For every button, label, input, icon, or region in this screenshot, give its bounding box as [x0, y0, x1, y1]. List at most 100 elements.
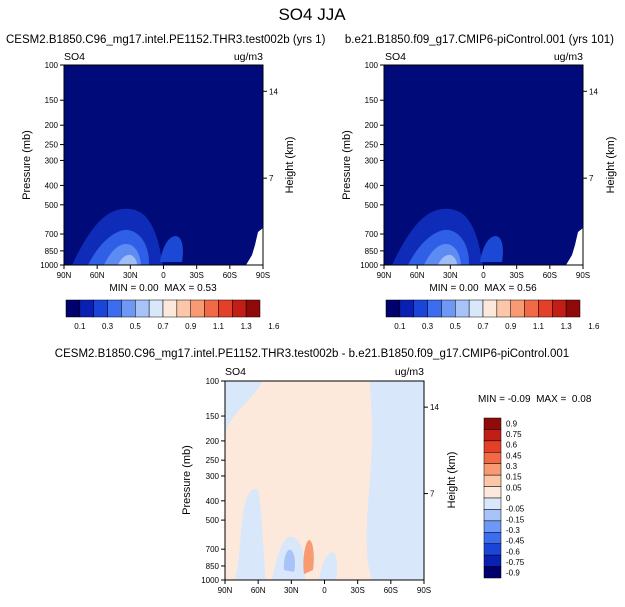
panel-2-xtick-label: 30S — [510, 271, 524, 280]
panel-3-colorbar-box — [483, 520, 502, 533]
panel-3-negative-region-2 — [366, 381, 424, 580]
panel-2-plot — [383, 64, 584, 266]
panel-1-contour-5 — [118, 254, 137, 265]
panel-1-colorbar-box — [190, 299, 205, 318]
panel-3-colorbar-label: -0.6 — [506, 547, 520, 556]
panel-2-xtick-label: 90S — [576, 271, 590, 280]
panel-1-missing-data — [246, 228, 263, 265]
panel-2-colorbar-label: 0.7 — [477, 322, 489, 331]
panel-1-colorbar-box — [162, 299, 178, 318]
panel-2-colorbar-box — [399, 299, 414, 318]
panel-3-negative-core — [283, 549, 295, 572]
panel-3-colorbar-label: 0.05 — [506, 483, 522, 492]
panel-3-colorbar-box — [483, 486, 502, 499]
panel-2-ytick-label: 850 — [365, 247, 379, 256]
panel-3-ytick-label: 100 — [206, 377, 220, 386]
panel-2-colorbar-box — [482, 299, 498, 318]
panel-1-x-axis: 90N 60N 30N 0 30S 60S 90S — [57, 265, 270, 280]
panel-3-colorbar-label: -0.3 — [506, 526, 520, 535]
panel-1-xtick-label: 90S — [256, 271, 270, 280]
panel-2-corner-right: ug/m3 — [554, 51, 583, 63]
panel-3-y-axis: 100 150 200 250 300 400 500 700 850 1000 — [201, 377, 225, 585]
panel-2-missing-data — [566, 228, 583, 265]
panel-2: b.e21.B1850.f09_g17.CMIP6-piControl.001 … — [341, 34, 617, 331]
panel-2-ytick-label: 300 — [365, 156, 379, 165]
panel-1-yrtick-label: 14 — [269, 87, 278, 96]
panel-3-plot — [224, 380, 425, 581]
panel-3-xtick-label: 30N — [284, 586, 299, 595]
panel-1-ytick-label: 250 — [45, 141, 59, 150]
panel-3-colorbar-box — [483, 497, 502, 510]
panel-2-xtick-label: 0 — [481, 271, 486, 280]
panel-1-contour-2 — [160, 236, 183, 262]
panel-3-xtick-label: 90S — [417, 586, 431, 595]
panel-3-ytick-label: 250 — [206, 456, 220, 465]
panel-3-colorbar-box — [483, 429, 502, 442]
panel-3-colorbar-label: 0.9 — [506, 419, 518, 428]
panel-3-colorbar-label: -0.05 — [506, 505, 525, 514]
panel-3-colorbar-label: 0.75 — [506, 430, 522, 439]
panel-3-colorbar-label: 0 — [506, 494, 511, 503]
panel-1-corner-left: SO4 — [64, 51, 85, 63]
panel-2-ylabel: Pressure (mb) — [341, 130, 353, 200]
panel-1-ylabel: Pressure (mb) — [21, 130, 33, 200]
panel-1-yrtick-label: 7 — [269, 174, 274, 183]
panel-3-colorbar-label: -0.15 — [506, 515, 525, 524]
panel-3-ytick-label: 850 — [206, 562, 220, 571]
panel-2-yrtick-label: 7 — [589, 174, 594, 183]
panel-1-ytick-label: 200 — [45, 121, 59, 130]
panel-1-ytick-label: 1000 — [40, 261, 58, 270]
panel-3-colorbar-label: 0.3 — [506, 462, 518, 471]
panel-2-y-axis-right: 14 7 — [583, 87, 598, 183]
panel-1-xtick-label: 60S — [223, 271, 237, 280]
panel-1-plot — [63, 64, 264, 266]
panel-2-ylabel-right: Height (km) — [605, 137, 617, 194]
panel-2-colorbar-label: 0.9 — [505, 322, 517, 331]
panel-3-colorbar-box — [483, 440, 502, 453]
panel-3-ytick-label: 300 — [206, 472, 220, 481]
panel-1-colorbar-box — [176, 299, 191, 318]
panel-3-y-axis-right: 14 7 — [424, 403, 439, 499]
panel-3-colorbar-label: 0.6 — [506, 441, 518, 450]
panel-3-colorbar-label: 0.45 — [506, 451, 522, 460]
panel-2-ytick-label: 250 — [365, 141, 379, 150]
panel-2-title: b.e21.B1850.f09_g17.CMIP6-piControl.001 … — [345, 34, 614, 46]
panel-3-xtick-label: 90N — [218, 586, 233, 595]
panel-1-xtick-label: 60N — [90, 271, 105, 280]
panel-3-colorbar-box — [483, 543, 502, 556]
panel-1: CESM2.B1850.C96_mg17.intel.PE1152.THR3.t… — [6, 34, 326, 331]
panel-3-ytick-label: 1000 — [201, 576, 219, 585]
panel-3-ytick-label: 400 — [206, 497, 220, 506]
panel-2-contour-5 — [438, 254, 457, 265]
panel-1-colorbar-label: 0.5 — [130, 322, 142, 331]
panel-1-ytick-label: 500 — [45, 201, 59, 210]
panel-2-ytick-label: 200 — [365, 121, 379, 130]
panel-1-colorbar-box — [107, 299, 122, 318]
panel-2-colorbar-box — [552, 299, 567, 318]
panel-1-colorbar-box — [135, 299, 150, 318]
panel-2-colorbar-label: 1.6 — [588, 322, 600, 331]
panel-1-minmax: MIN = 0.00 MAX = 0.53 — [109, 283, 217, 294]
panel-1-ytick-label: 100 — [45, 61, 59, 70]
panel-2-colorbar-label: 1.3 — [561, 322, 573, 331]
panel-3-colorbar: 0.9 0.75 0.60.45 0.3 0.150.05 0 -0.05-0.15 -0.3… — [483, 417, 525, 579]
panel-2-ytick-label: 500 — [365, 201, 379, 210]
panel-3-ytick-label: 150 — [206, 412, 220, 421]
panel-3-xtick-label: 0 — [322, 586, 327, 595]
panel-1-colorbar-label: 1.6 — [268, 322, 280, 331]
panel-2-colorbar-label: 1.1 — [533, 322, 545, 331]
panel-1-xtick-label: 90N — [57, 271, 72, 280]
panel-1-y-axis: 100 150 200 250 300 400 500 700 850 1000 — [40, 61, 64, 270]
panel-2-ytick-label: 150 — [365, 96, 379, 105]
panel-2-colorbar-box — [524, 299, 539, 318]
panel-3-colorbar-box — [483, 474, 502, 487]
panel-3-colorbar-box — [483, 417, 502, 430]
panel-1-corner-right: ug/m3 — [234, 51, 263, 63]
panel-1-ytick-label: 850 — [45, 247, 59, 256]
panel-1-colorbar-label: 0.7 — [157, 322, 169, 331]
panel-3-negative-region-1 — [225, 381, 262, 436]
panel-3-ytick-label: 500 — [206, 516, 220, 525]
panel-1-ylabel-right: Height (km) — [284, 137, 296, 194]
panel-3-colorbar-box — [483, 566, 502, 579]
panel-3-colorbar-box — [483, 509, 502, 522]
